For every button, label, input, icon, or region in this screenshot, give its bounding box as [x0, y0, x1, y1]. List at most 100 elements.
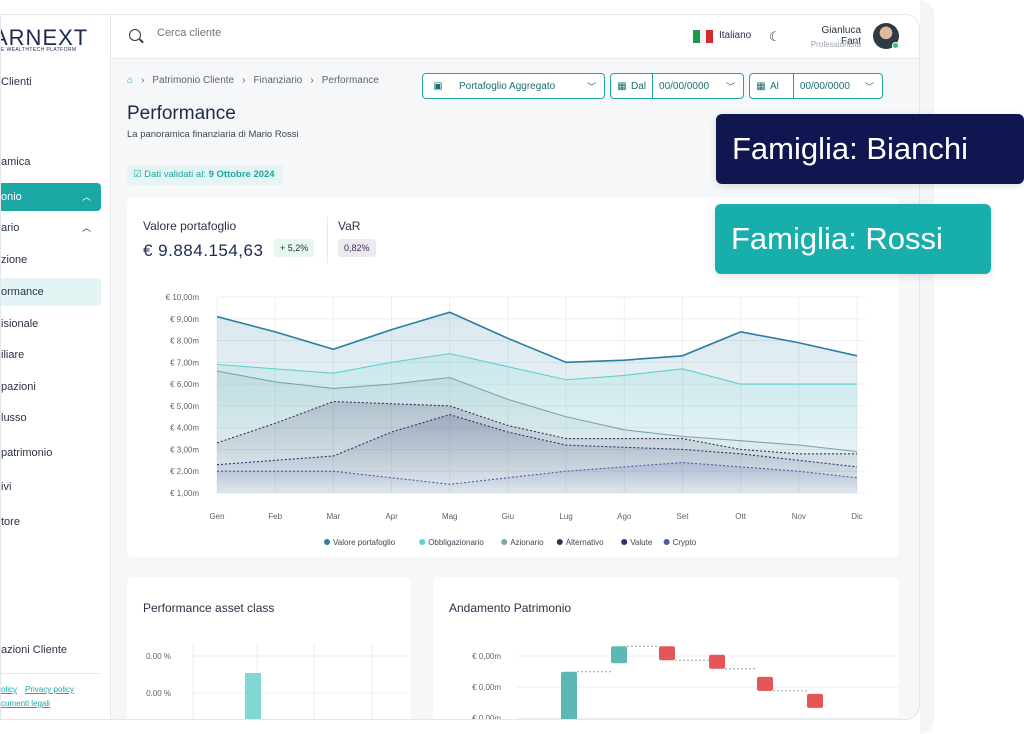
y-tick-label: € 5,00m [170, 402, 199, 411]
y-tick-label: € 0,00m [472, 714, 501, 720]
y-tick-label: € 0,00m [472, 683, 501, 692]
y-tick-label: € 7,00m [170, 358, 199, 367]
sidebar-item-obiettivi[interactable]: ivi [1, 473, 101, 501]
sidebar-item-occupazioni[interactable]: pazioni [1, 373, 101, 401]
y-tick-label: € 2,00m [170, 467, 199, 476]
check-square-icon: ☑ [133, 169, 142, 180]
sidebar-item-patrimonio[interactable]: onio ︿ [1, 183, 101, 211]
legend-label: Valore portafoglio [333, 538, 396, 547]
sidebar-item-label: onio [1, 191, 22, 203]
validated-date: 9 Ottobre 2024 [208, 169, 275, 180]
sidebar-item-finanziario[interactable]: ario ︿ [1, 214, 101, 242]
asset-class-bar-chart: 0.00 %0.00 %0.00 % [146, 643, 411, 719]
x-tick-label: Ott [735, 512, 746, 521]
chevron-down-icon: ﹀ [725, 82, 735, 92]
portfolio-value-label: Valore portafoglio [143, 219, 237, 233]
asset-class-card: Performance asset class 0.00 %0.00 %0.00… [127, 577, 411, 719]
sidebar-item-label: azioni Cliente [1, 644, 68, 656]
series-area [217, 462, 857, 493]
sidebar-item-patrimonio-2[interactable]: patrimonio [1, 439, 101, 467]
sidebar-item-previsionale[interactable]: isionale [1, 310, 101, 338]
sidebar-item-panoramica[interactable]: amica [1, 148, 101, 176]
moon-icon[interactable]: ☾ [769, 29, 781, 44]
date-from-label: Dal [631, 80, 647, 92]
y-tick-label: € 8,00m [170, 337, 199, 346]
sidebar-item-consulatore[interactable]: tore [1, 508, 101, 536]
chevron-right-icon: › [310, 75, 314, 86]
y-tick-label: € 1,00m [170, 489, 199, 498]
x-tick-label: Ago [617, 512, 632, 521]
y-tick-label: 0.00 % [146, 689, 171, 698]
date-to-value: 00/00/0000 [799, 80, 850, 92]
footer-link-cookie-policy[interactable]: olicy [1, 685, 18, 694]
search-icon[interactable] [129, 29, 141, 41]
series-line [216, 414, 858, 468]
briefcase-icon: ▣ [433, 80, 443, 92]
portfolio-select-value: Portafoglio Aggregato [459, 80, 556, 92]
waterfall-bar [611, 646, 627, 664]
divider [792, 73, 794, 99]
validated-label: Dati validati al: [144, 169, 206, 180]
page-title: Performance [127, 103, 236, 124]
sidebar-item-label: lusso [1, 412, 27, 424]
footer-link-privacy-policy[interactable]: Privacy policy [25, 685, 74, 694]
breadcrumb-item[interactable]: Patrimonio Cliente [152, 75, 235, 86]
patrimonio-waterfall-chart: € 0,00m € 0,00m € 0,00m [472, 645, 899, 720]
waterfall-bar [561, 671, 577, 719]
y-tick-label: € 0,00m [472, 652, 501, 661]
calendar-icon: ▦ [617, 80, 627, 92]
waterfall-bar [709, 654, 725, 669]
divider [652, 73, 654, 99]
sidebar-item-flusso[interactable]: lusso [1, 404, 101, 432]
legend-label: Obbligazionario [428, 538, 484, 547]
y-tick-label: € 9,00m [170, 315, 199, 324]
date-to-field[interactable]: ▦ Al 00/00/0000 ﹀ [749, 73, 883, 99]
patrimonio-card: Andamento Patrimonio € 0,00m € 0,00m € 0,0… [433, 577, 899, 720]
footer-link-documenti-legali[interactable]: cumenti legali [1, 699, 50, 708]
kpi-divider [327, 217, 328, 263]
breadcrumb-item[interactable]: Finanziario [253, 75, 303, 86]
series-line [216, 311, 858, 364]
sidebar-item-performance[interactable]: ormance [1, 278, 101, 306]
home-icon[interactable]: ⌂ [127, 75, 134, 86]
portfolio-select[interactable]: ▣ Portafoglio Aggregato ﹀ [422, 73, 605, 99]
sidebar-item-label: isionale [1, 318, 39, 330]
waterfall-bar [757, 676, 773, 691]
date-to-label: Al [770, 80, 779, 92]
sidebar-item-immobiliare[interactable]: iliare [1, 341, 101, 369]
legend-marker [621, 539, 628, 545]
sidebar-item-label: Clienti [1, 76, 32, 88]
series-line [217, 461, 858, 485]
y-tick-label: € 6,00m [170, 380, 199, 389]
patrimonio-title: Andamento Patrimonio [449, 601, 572, 615]
family-tag-bianchi[interactable]: Famiglia: Bianchi [716, 114, 1024, 184]
search-input[interactable] [157, 27, 357, 39]
date-from-field[interactable]: ▦ Dal 00/00/0000 ﹀ [610, 73, 744, 99]
legend-label: Crypto [673, 538, 697, 547]
family-tag-rossi[interactable]: Famiglia: Rossi [715, 204, 991, 274]
sidebar-item-label: pazioni [1, 381, 36, 393]
x-tick-label: Giu [502, 512, 514, 521]
series-line [216, 353, 857, 385]
breadcrumb-item: Performance [321, 75, 379, 86]
italy-flag-icon[interactable] [693, 30, 714, 43]
sidebar-item-composizione[interactable]: zione [1, 246, 101, 274]
bar [245, 673, 261, 719]
date-from-value: 00/00/0000 [659, 80, 710, 92]
x-tick-label: Gen [209, 512, 224, 521]
sidebar-item-label: ormance [1, 286, 44, 298]
user-name[interactable]: Gianluca Fant [821, 25, 861, 47]
sidebar-item-clienti[interactable]: Clienti [1, 68, 101, 96]
logo: ARNEXT [0, 25, 89, 50]
x-tick-label: Mar [326, 512, 340, 521]
chevron-down-icon: ﹀ [586, 82, 596, 92]
sidebar-item-label: ivi [1, 481, 12, 493]
chevron-right-icon: › [141, 75, 145, 86]
y-tick-label: € 10,00m [166, 293, 200, 302]
language-selector[interactable]: Italiano [719, 30, 752, 41]
y-tick-label: 0.00 % [146, 652, 171, 661]
sidebar-item-informazioni-cliente[interactable]: azioni Cliente [1, 636, 101, 664]
page-subtitle: La panoramica finanziaria di Mario Rossi [127, 129, 299, 140]
sidebar-item-label: ario [1, 222, 20, 234]
asset-class-title: Performance asset class [143, 601, 275, 615]
